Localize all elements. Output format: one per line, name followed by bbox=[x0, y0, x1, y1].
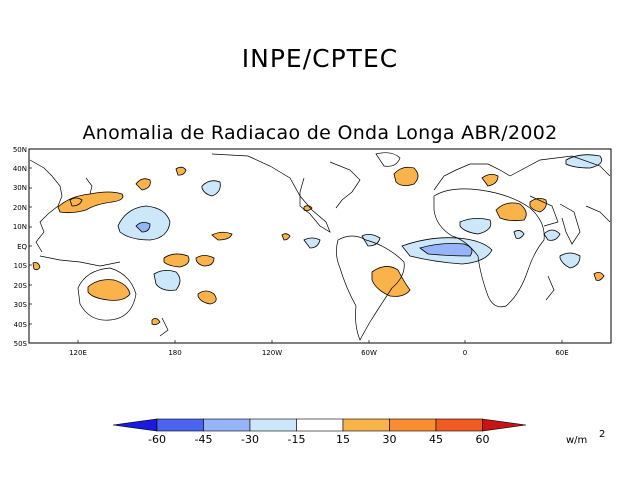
anomaly-south-pacific-3 bbox=[197, 290, 217, 305]
colorbar-swatch-m30-m15 bbox=[249, 418, 297, 432]
anomaly-west-pacific-20n bbox=[57, 191, 124, 214]
coast-south-america bbox=[336, 235, 405, 341]
lon-label-120e: 120E bbox=[69, 349, 87, 357]
colorbar bbox=[112, 418, 527, 432]
colorbar-swatch-p30-45 bbox=[389, 418, 437, 432]
lon-label-180: 180 bbox=[168, 349, 181, 357]
colorbar-unit-exponent: 2 bbox=[599, 429, 605, 440]
coast-north-america bbox=[211, 153, 331, 233]
coast-india bbox=[559, 203, 581, 245]
colorbar-tick-p30: 30 bbox=[383, 433, 397, 446]
colorbar-unit: w/m bbox=[566, 435, 587, 446]
anomaly-philippine-sea-core bbox=[135, 222, 151, 233]
anomaly-map bbox=[28, 148, 612, 344]
longitude-axis: 120E 180 120W 60W 0 60E bbox=[69, 340, 569, 357]
lat-label-10s: 10S bbox=[14, 262, 28, 270]
coast-asia-east bbox=[29, 159, 63, 253]
colorbar-swatch-p15-30 bbox=[342, 418, 390, 432]
coast-north-america-east bbox=[329, 161, 361, 209]
lon-label-60w: 60W bbox=[361, 349, 377, 357]
lat-label-20n: 20N bbox=[13, 204, 27, 212]
coast-australia bbox=[77, 267, 137, 321]
lat-label-30s: 30S bbox=[14, 301, 28, 309]
coast-japan bbox=[85, 177, 93, 195]
anomaly-madagascar-east bbox=[593, 272, 605, 281]
anomaly-middle-east bbox=[565, 154, 603, 169]
coast-greenland bbox=[375, 152, 401, 167]
negative-anomaly-regions bbox=[117, 154, 603, 291]
colorbar-swatch-m45-m30 bbox=[203, 418, 251, 432]
anomaly-north-pacific-3 bbox=[201, 180, 221, 197]
anomaly-north-atlantic bbox=[393, 166, 419, 186]
colorbar-swatch-m15-15 bbox=[296, 418, 344, 432]
lat-label-50n: 50N bbox=[13, 146, 27, 154]
lon-label-60e: 60E bbox=[555, 349, 568, 357]
lat-label-30n: 30N bbox=[13, 184, 27, 192]
coast-arabia bbox=[529, 195, 559, 227]
colorbar-tick-m45: -45 bbox=[195, 433, 213, 446]
anomaly-atlantic-itcz-core bbox=[419, 243, 473, 257]
colorbar-ticks: -60 -45 -30 -15 15 30 45 60 bbox=[148, 433, 489, 446]
header-title: INPE/CPTEC bbox=[241, 44, 399, 73]
colorbar-tick-p15: 15 bbox=[336, 433, 350, 446]
lat-label-eq: EQ bbox=[17, 243, 27, 251]
colorbar-swatch-gt-60 bbox=[482, 418, 527, 432]
anomaly-sahara bbox=[481, 174, 499, 187]
anomaly-brazil bbox=[371, 266, 411, 297]
anomaly-caribbean-neg bbox=[303, 237, 321, 249]
anomaly-north-pacific-1 bbox=[135, 178, 151, 191]
lon-label-120w: 120W bbox=[262, 349, 282, 357]
lat-label-40n: 40N bbox=[13, 165, 27, 173]
map-title: Anomalia de Radiacao de Onda Longa ABR/2… bbox=[82, 122, 558, 144]
lat-label-40s: 40S bbox=[14, 321, 28, 329]
coast-asia-north bbox=[509, 155, 611, 177]
colorbar-swatch-p45-60 bbox=[435, 418, 483, 432]
coast-europe bbox=[433, 163, 511, 191]
lon-label-0: 0 bbox=[463, 349, 467, 357]
continent-outlines bbox=[29, 152, 611, 341]
colorbar-tick-p45: 45 bbox=[429, 433, 443, 446]
anomaly-indonesia-west bbox=[32, 262, 41, 271]
anomaly-caribbean bbox=[281, 233, 291, 241]
latitude-axis: 50N 40N 30N 20N 10N EQ 10S 20S 30S 40S 5… bbox=[13, 146, 32, 348]
anomaly-sahel bbox=[495, 202, 527, 222]
coast-indonesia bbox=[39, 255, 121, 267]
anomaly-china-sea bbox=[69, 197, 83, 207]
anomaly-south-pacific-4 bbox=[153, 270, 181, 291]
lat-label-20s: 20S bbox=[14, 282, 28, 290]
anomaly-india bbox=[543, 229, 561, 241]
anomaly-mid-pacific-eq bbox=[163, 253, 190, 268]
colorbar-swatch-m60-m45 bbox=[156, 418, 204, 432]
anomaly-guinea-gulf bbox=[459, 218, 492, 235]
colorbar-swatch-lt-m60 bbox=[112, 418, 158, 432]
anomaly-north-pacific-2 bbox=[175, 166, 187, 176]
anomaly-indian-ocean bbox=[559, 252, 581, 269]
lat-label-50s: 50S bbox=[14, 340, 28, 348]
lat-label-10n: 10N bbox=[13, 223, 27, 231]
anomaly-south-pacific-2 bbox=[211, 231, 233, 241]
coast-southeast-asia bbox=[585, 205, 611, 223]
coast-africa bbox=[433, 188, 545, 308]
coast-new-zealand bbox=[159, 317, 169, 337]
positive-anomaly-regions bbox=[32, 166, 605, 326]
colorbar-tick-m30: -30 bbox=[241, 433, 259, 446]
anomaly-east-africa bbox=[513, 230, 525, 239]
colorbar-tick-m15: -15 bbox=[288, 433, 306, 446]
colorbar-tick-p60: 60 bbox=[476, 433, 490, 446]
colorbar-tick-m60: -60 bbox=[148, 433, 166, 446]
anomaly-tasman bbox=[151, 318, 161, 326]
anomaly-australia bbox=[87, 279, 131, 301]
coast-madagascar bbox=[545, 275, 555, 301]
anomaly-south-pacific-1 bbox=[195, 255, 215, 267]
